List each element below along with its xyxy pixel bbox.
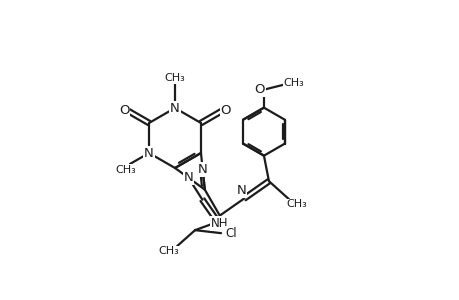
Text: N: N (170, 101, 179, 115)
Text: CH₃: CH₃ (286, 199, 307, 209)
Text: O: O (119, 103, 129, 116)
Text: CH₃: CH₃ (115, 165, 136, 175)
Text: NH: NH (211, 217, 228, 230)
Text: CH₃: CH₃ (283, 78, 304, 88)
Text: N: N (236, 184, 246, 197)
Text: CH₃: CH₃ (164, 73, 185, 83)
Text: N: N (183, 171, 193, 184)
Text: N: N (197, 163, 207, 176)
Text: O: O (254, 83, 264, 96)
Text: N: N (144, 146, 154, 160)
Text: CH₃: CH₃ (158, 246, 179, 256)
Text: Cl: Cl (225, 226, 236, 240)
Text: O: O (220, 103, 230, 116)
